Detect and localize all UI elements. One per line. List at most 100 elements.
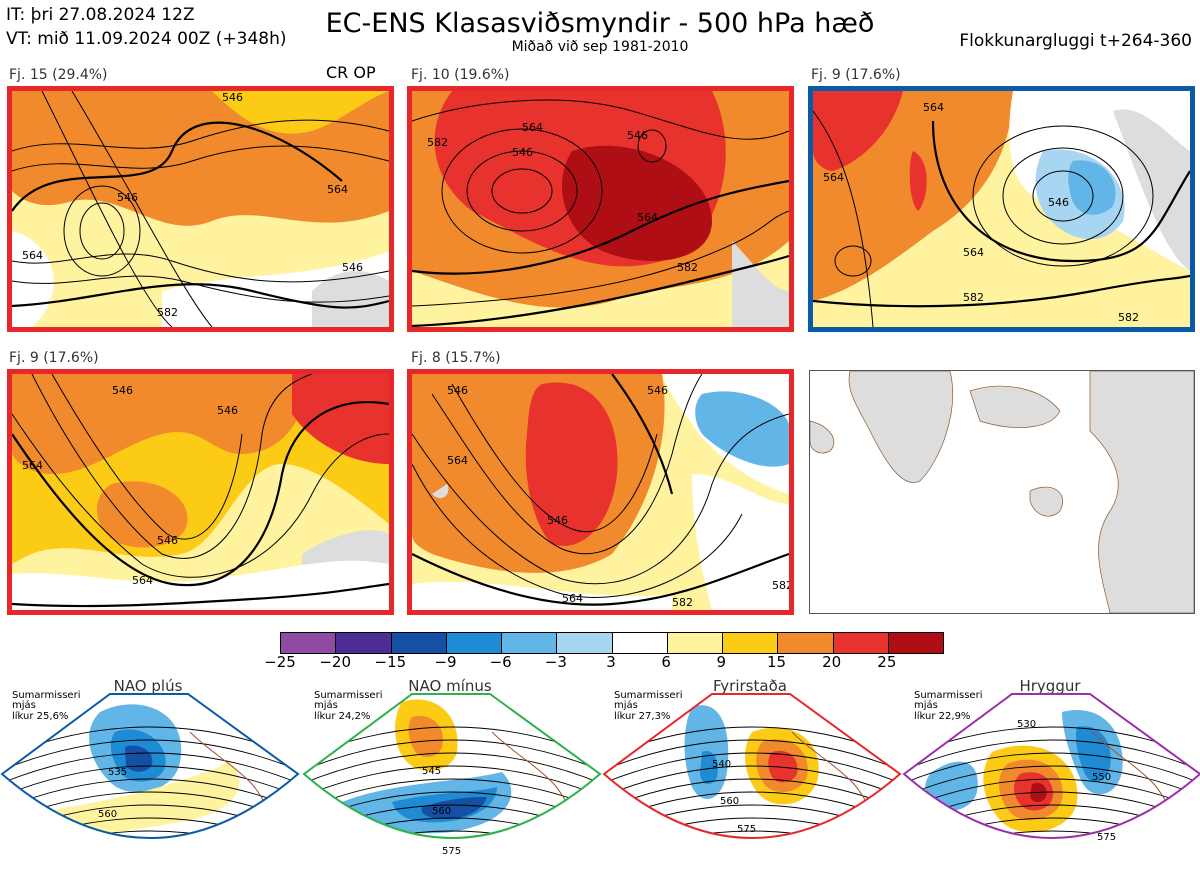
colorbar — [280, 632, 944, 654]
regime-season: Sumarmisseri — [12, 690, 81, 701]
colorbar-segment — [723, 633, 779, 653]
colorbar-tick-labels: −25 −20 −15 −9 −6 −3 3 6 9 15 20 25 — [264, 653, 944, 675]
colorbar-segment — [557, 633, 613, 653]
panel-2-label: Fj. 10 (19.6%) — [411, 67, 510, 83]
panel-3-contour-label: 546 — [1048, 196, 1069, 209]
panel-5-contour-label: 564 — [447, 454, 468, 467]
regime-contour-label: 560 — [98, 809, 117, 820]
panel-1-contour-label: 546 — [117, 191, 138, 204]
panel-3-contour-label: 564 — [823, 171, 844, 184]
colorbar-segment — [336, 633, 392, 653]
panel-2-contour-label: 564 — [522, 121, 543, 134]
regime-likelihood: líkur 25,6% — [12, 711, 69, 722]
panel-4-contour-label: 546 — [112, 384, 133, 397]
colorbar-segment — [281, 633, 337, 653]
regime-name: Hryggur — [1019, 677, 1081, 695]
panel-4-contour-label: 546 — [157, 534, 178, 547]
panel-2-contour-label: 582 — [677, 261, 698, 274]
panel-5-contour-label: 582 — [672, 596, 693, 609]
cluster-map-1: 546 564 582 564 546 546 — [7, 86, 394, 332]
regime-subset: mjás — [614, 700, 638, 711]
panel-5-contour-label: 546 — [547, 514, 568, 527]
panel-3-label: Fj. 9 (17.6%) — [811, 67, 901, 83]
regime-contour-label: 575 — [442, 846, 461, 857]
regime-map: 530 550 575 — [902, 693, 1200, 843]
colorbar-tick-label: −20 — [319, 653, 351, 671]
colorbar-tick-label: 3 — [606, 653, 616, 671]
panel-5-contour-labels: 546 564 546 546 564 582 582 — [447, 384, 789, 609]
panel-1-contour-labels: 546 564 582 564 546 546 — [22, 91, 363, 319]
panel-5-contour-label: 546 — [647, 384, 668, 397]
panel-3-contour-label: 582 — [963, 291, 984, 304]
colorbar-segment — [833, 633, 889, 653]
colorbar-tick-label: 20 — [822, 653, 842, 671]
regime-season: Sumarmisseri — [914, 690, 983, 701]
cluster-map-5: 546 564 546 546 564 582 582 — [407, 369, 794, 615]
colorbar-tick-label: 25 — [877, 653, 897, 671]
panel-1-contour-label: 564 — [22, 249, 43, 262]
regime-contour-label: 575 — [1097, 832, 1116, 843]
regime-contour-label: 575 — [737, 824, 756, 835]
regime-season: Sumarmisseri — [314, 690, 383, 701]
panel-2-contour-labels: 564 582 546 546 564 582 — [427, 121, 698, 274]
colorbar-segment — [667, 633, 723, 653]
regime-contour-label: 545 — [422, 766, 441, 777]
regime-likelihood: líkur 27,3% — [614, 711, 671, 722]
regime-contour-label: 530 — [1017, 719, 1036, 730]
panel-5-label: Fj. 8 (15.7%) — [411, 350, 501, 366]
regime-map: 545 560 575 — [302, 693, 602, 857]
panel-1-contour-label: 546 — [222, 91, 243, 104]
regime-contour-label: 560 — [432, 806, 451, 817]
panel-3-contour-label: 564 — [963, 246, 984, 259]
base-map — [809, 370, 1195, 614]
panel-1-contour-label: 582 — [157, 306, 178, 319]
panel-3-contour-label: 582 — [1118, 311, 1139, 324]
regime-map: 535 560 — [0, 693, 300, 839]
cluster-map-3: 564 564 546 564 582 582 — [808, 86, 1195, 332]
regime-name: NAO mínus — [408, 677, 492, 695]
panel-1-contour-label: 546 — [342, 261, 363, 274]
cluster-map-4: 546 564 546 564 546 — [7, 369, 394, 615]
colorbar-tick-label: 6 — [661, 653, 671, 671]
regime-map: 540 560 575 — [602, 693, 902, 839]
colorbar-tick-label: 15 — [766, 653, 787, 671]
regime-subset: mjás — [314, 700, 338, 711]
panel-1-tag: CR OP — [326, 63, 376, 82]
panel-3-contour-labels: 564 564 546 564 582 582 — [823, 101, 1139, 324]
cluster-map-2: 564 582 546 546 564 582 — [407, 86, 794, 332]
panel-2-contour-label: 564 — [637, 211, 658, 224]
regime-likelihood: líkur 24,2% — [314, 711, 371, 722]
panel-5-contour-label: 564 — [562, 592, 583, 605]
regime-subset: mjás — [12, 700, 36, 711]
regime-contour-label: 560 — [720, 796, 739, 807]
regime-contour-label: 540 — [712, 759, 731, 770]
regime-contour-label: 535 — [108, 767, 127, 778]
panel-1-label: Fj. 15 (29.4%) — [9, 67, 108, 83]
panel-2-contour-label: 582 — [427, 136, 448, 149]
colorbar-segment — [612, 633, 668, 653]
regime-likelihood: líkur 22,9% — [914, 711, 971, 722]
colorbar-segment — [502, 633, 558, 653]
panel-3-contour-label: 564 — [923, 101, 944, 114]
panel-2-contour-label: 546 — [627, 129, 648, 142]
colorbar-tick-label: −15 — [374, 653, 407, 671]
panel-5-contour-label: 546 — [447, 384, 468, 397]
regime-contour-label: 550 — [1092, 772, 1111, 783]
colorbar-segment — [888, 633, 943, 653]
regime-name: Fyrirstaða — [713, 677, 787, 695]
panel-4-contour-label: 564 — [22, 459, 43, 472]
colorbar-segment — [391, 633, 447, 653]
colorbar-segment — [446, 633, 502, 653]
initial-time: IT: þri 27.08.2024 12Z — [6, 5, 195, 25]
regime-name: NAO plús — [113, 677, 183, 695]
colorbar-tick-label: 9 — [716, 653, 727, 671]
panel-4-label: Fj. 9 (17.6%) — [9, 350, 99, 366]
colorbar-tick-label: −3 — [544, 653, 567, 671]
panel-5-contour-label: 582 — [772, 579, 789, 592]
panel-4-contour-labels: 546 564 546 564 546 — [22, 384, 238, 587]
classification-window: Flokkunargluggi t+264-360 — [959, 31, 1192, 51]
colorbar-tick-label: −6 — [489, 653, 512, 671]
colorbar-tick-label: −25 — [264, 653, 296, 671]
panel-4-contour-label: 564 — [132, 574, 153, 587]
page-subtitle: Miðað við sep 1981-2010 — [511, 39, 689, 55]
